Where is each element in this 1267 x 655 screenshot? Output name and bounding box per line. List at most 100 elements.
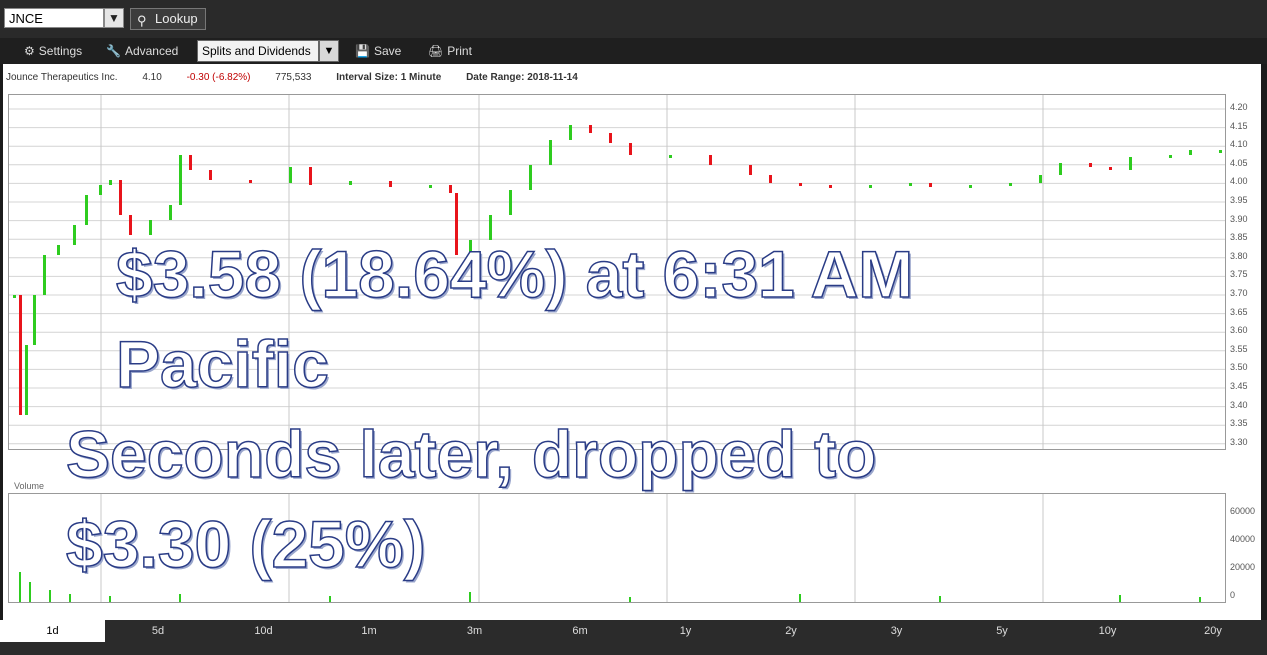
price-candle [169, 205, 172, 220]
overlay-caption-line-2: Pacific [115, 326, 329, 402]
tab-10y[interactable]: 10y [1055, 620, 1160, 642]
floppy-disk-icon: 💾 [355, 44, 370, 58]
symbol-dropdown-button[interactable]: ▼ [104, 8, 124, 28]
price-tick-label: 3.50 [1230, 362, 1248, 373]
price-candle [589, 125, 592, 133]
tab-5y[interactable]: 5y [949, 620, 1055, 642]
tab-1y[interactable]: 1y [633, 620, 738, 642]
price-candle [769, 175, 772, 183]
price-candle [57, 245, 60, 255]
settings-label: Settings [38, 44, 83, 58]
price-tick-label: 3.65 [1230, 306, 1248, 317]
price-candle [1189, 150, 1192, 155]
price-candle [469, 240, 472, 255]
volume-bar [629, 597, 631, 602]
volume-tick-label: 20000 [1230, 562, 1256, 572]
volume-bar [1199, 597, 1201, 602]
interval-info: Interval Size: 1 Minute [336, 72, 441, 83]
tab-2y[interactable]: 2y [738, 620, 844, 642]
tab-3m[interactable]: 3m [422, 620, 527, 642]
price-candle [309, 167, 312, 185]
chevron-down-icon: ▼ [108, 11, 120, 25]
price-tick-label: 4.05 [1230, 157, 1248, 168]
quote-info-bar: Jounce Therapeutics Inc. 4.10 -0.30 (-6.… [6, 72, 600, 83]
settings-button[interactable]: ⚙ Settings [24, 42, 82, 60]
volume-bar [329, 596, 331, 602]
tab-1d[interactable]: 1d [0, 620, 105, 642]
price-candle [749, 165, 752, 175]
price-candle [549, 140, 552, 165]
price-chart-canvas [9, 95, 1225, 449]
tab-6m[interactable]: 6m [527, 620, 633, 642]
price-candle [73, 225, 76, 245]
price-tick-label: 4.20 [1230, 102, 1248, 112]
price-candle [1129, 157, 1132, 170]
print-button[interactable]: 🖨 Print [428, 42, 472, 60]
overlay-caption-line-4: $3.30 (25%) [65, 506, 426, 582]
price-candle [709, 155, 712, 165]
price-candle [33, 295, 36, 345]
price-candle [1109, 167, 1112, 170]
price-tick-label: 3.40 [1230, 399, 1248, 410]
price-candle [1059, 163, 1062, 175]
advanced-button[interactable]: 🔧 Advanced [106, 42, 178, 60]
date-range-label: Date Range: [466, 72, 525, 83]
range-tabs: 1d 5d 10d 1m 3m 6m 1y 2y 3y 5y 10y 20y [0, 620, 1267, 655]
price-candle [149, 220, 152, 235]
price-candle [209, 170, 212, 180]
price-candle [289, 167, 292, 183]
lookup-button[interactable]: ⚲ Lookup [130, 8, 206, 30]
save-label: Save [373, 44, 402, 58]
save-button[interactable]: 💾 Save [355, 42, 401, 60]
price-candle [189, 155, 192, 170]
price-candle [1089, 163, 1092, 167]
price-candle [119, 180, 122, 215]
top-bar: JNCE ▼ ⚲ Lookup [0, 0, 1267, 38]
date-range-value: 2018-11-14 [527, 72, 578, 83]
price-candle [799, 183, 802, 186]
price-tick-label: 3.45 [1230, 381, 1248, 391]
volume-bar [469, 592, 471, 602]
price-candle [129, 215, 132, 235]
price-tick-label: 3.60 [1230, 325, 1248, 336]
volume-label: Volume [14, 481, 45, 491]
advanced-label: Advanced [124, 44, 179, 58]
price-candle [25, 345, 28, 415]
overlay-caption-line-3: Seconds later, dropped to [65, 416, 877, 492]
printer-icon: 🖨 [428, 44, 444, 58]
print-label: Print [447, 44, 472, 58]
chart-toolbar: ⚙ Settings 🔧 Advanced 💾 Save 🖨 Print [0, 38, 1267, 64]
splits-dividends-select[interactable]: Splits and Dividends [197, 40, 319, 62]
price-candle [99, 185, 102, 195]
price-tick-label: 4.10 [1230, 139, 1248, 150]
splits-dropdown-button[interactable]: ▼ [319, 40, 339, 62]
price-candle [529, 165, 532, 190]
price-candle [43, 255, 46, 295]
price-candle [249, 180, 252, 183]
price-tick-label: 3.70 [1230, 288, 1248, 298]
tab-20y[interactable]: 20y [1160, 620, 1266, 642]
tab-1m[interactable]: 1m [316, 620, 422, 642]
volume-bar [1119, 595, 1121, 602]
price-candle [869, 185, 872, 188]
volume-tick-label: 0 [1230, 590, 1236, 600]
symbol-input[interactable]: JNCE [4, 8, 104, 28]
volume-tick-label: 40000 [1230, 534, 1256, 544]
tab-10d[interactable]: 10d [211, 620, 316, 642]
price-tick-label: 4.15 [1230, 120, 1248, 131]
volume-bar [179, 594, 181, 602]
price-tick-label: 3.85 [1230, 232, 1248, 243]
price-candle [449, 185, 452, 193]
price-candle [1009, 183, 1012, 186]
tab-5d[interactable]: 5d [105, 620, 211, 642]
price-tick-label: 3.80 [1230, 250, 1248, 261]
price-candle [179, 155, 182, 205]
tab-3y[interactable]: 3y [844, 620, 949, 642]
volume-chart[interactable] [8, 493, 1226, 603]
price-chart[interactable] [8, 94, 1226, 450]
price-candle [85, 195, 88, 225]
price-candle [629, 143, 632, 155]
price-candle [1169, 155, 1172, 158]
price-candle [429, 185, 432, 188]
price-candle [969, 185, 972, 188]
